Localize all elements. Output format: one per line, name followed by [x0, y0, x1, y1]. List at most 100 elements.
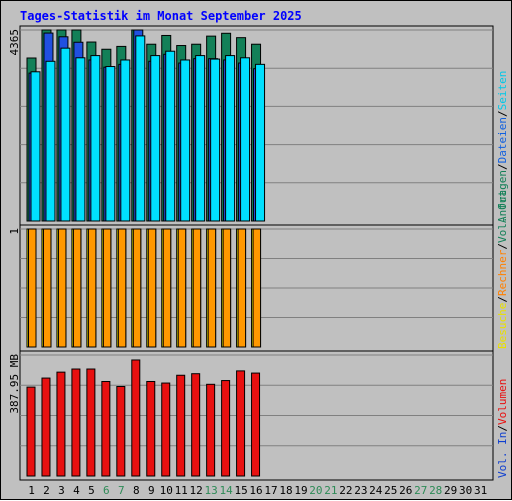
- x-tick-label: 10: [160, 484, 173, 497]
- panel-traffic: 4365: [8, 25, 494, 226]
- chart-panels: 4365 1 387.95 MB: [8, 25, 494, 481]
- bar-rechner-day-11: [177, 228, 187, 348]
- bar-rechner-day-10: [162, 228, 172, 348]
- legend-entry: Vol. Out: [496, 190, 509, 243]
- y-max-label: 1: [8, 228, 21, 235]
- bar-volumen-day-9: [146, 380, 156, 477]
- x-tick-label: 6: [103, 484, 110, 497]
- bar-volumen-day-13: [206, 383, 216, 477]
- bar-dateien-day-11: [180, 59, 191, 222]
- bar-rechner-day-16: [252, 228, 262, 348]
- bar-volumen-day-1: [26, 386, 36, 477]
- bar-rechner-day-9: [147, 228, 157, 348]
- x-tick-label: 15: [234, 484, 247, 497]
- bar-volumen-day-12: [191, 373, 201, 477]
- bar-rechner-day-8: [132, 228, 142, 348]
- legend-bottom: Vol. In/Volumen: [496, 379, 509, 478]
- bar-rechner-day-12: [192, 228, 202, 348]
- legend-entry: Dateien: [496, 117, 509, 163]
- legend-middle: Besuche/Rechner/Vol. Out: [496, 190, 509, 349]
- x-tick-label: 29: [444, 484, 457, 497]
- legend-entry: /: [496, 296, 509, 303]
- bar-volumen-day-14: [221, 380, 231, 477]
- x-tick-label: 21: [324, 484, 337, 497]
- legend-entry: Seiten: [496, 71, 509, 111]
- bar-dateien-day-2: [45, 60, 56, 222]
- legend-entry: Besuche: [496, 303, 509, 349]
- bar-rechner-day-1: [28, 228, 37, 348]
- x-tick-label: 17: [264, 484, 277, 497]
- bar-volumen-day-7: [116, 385, 126, 477]
- bar-volumen-day-8: [131, 359, 141, 477]
- bar-volumen-day-11: [176, 374, 186, 477]
- bar-dateien-day-8: [135, 35, 146, 222]
- legend-entry: /: [496, 425, 509, 432]
- x-tick-label: 27: [414, 484, 427, 497]
- legend-entry: /: [496, 243, 509, 250]
- bar-rechner-day-6: [102, 228, 112, 348]
- bar-dateien-day-6: [105, 66, 116, 222]
- bar-volumen-day-4: [71, 368, 81, 477]
- legend-entry: Anfragen: [496, 170, 509, 223]
- x-tick-label: 23: [354, 484, 367, 497]
- bar-rechner-day-7: [117, 228, 127, 348]
- x-tick-label: 3: [58, 484, 65, 497]
- bar-rechner-day-4: [72, 228, 82, 348]
- legend-entry: /: [496, 163, 509, 170]
- x-tick-label: 28: [429, 484, 442, 497]
- x-tick-label: 16: [249, 484, 262, 497]
- x-tick-label: 19: [294, 484, 307, 497]
- x-axis-labels: 1 2 3 4 5 6 7 8 9 10 11 12 13 14 15 16 17 18 19 20 21 22 23 24 2…: [28, 484, 487, 497]
- bar-dateien-day-7: [120, 59, 131, 222]
- bar-dateien-day-14: [225, 55, 236, 222]
- x-tick-label: 5: [88, 484, 95, 497]
- bar-rechner-day-5: [87, 228, 97, 348]
- y-max-label: 387.95 MB: [8, 354, 21, 414]
- bar-dateien-day-16: [255, 63, 266, 222]
- y-max-label: 4365: [8, 29, 21, 56]
- legend-labels: Anfragen/Dateien/SeitenBesuche/Rechner/V…: [496, 71, 509, 478]
- x-tick-label: 1: [28, 484, 35, 497]
- bar-volumen-day-6: [101, 380, 111, 477]
- x-tick-label: 8: [133, 484, 140, 497]
- x-tick-label: 12: [190, 484, 203, 497]
- x-tick-label: 11: [175, 484, 188, 497]
- bar-dateien-day-4: [75, 57, 86, 222]
- bar-volumen-day-5: [86, 368, 96, 477]
- x-tick-label: 22: [339, 484, 352, 497]
- bar-dateien-day-5: [90, 55, 101, 222]
- bar-volumen-day-16: [251, 372, 261, 477]
- bar-volumen-day-2: [41, 377, 51, 477]
- x-tick-label: 25: [384, 484, 397, 497]
- bar-rechner-day-13: [207, 228, 217, 348]
- bar-dateien-day-10: [165, 50, 176, 222]
- legend-top: Anfragen/Dateien/Seiten: [496, 71, 509, 223]
- x-tick-label: 4: [73, 484, 80, 497]
- x-tick-label: 26: [399, 484, 412, 497]
- bar-dateien-day-1: [30, 71, 41, 222]
- bar-rechner-day-15: [237, 228, 247, 348]
- bar-rechner-day-3: [57, 228, 67, 348]
- legend-entry: Rechner: [496, 249, 509, 296]
- panel-volume: 387.95 MB: [8, 350, 494, 481]
- x-tick-label: 18: [279, 484, 292, 497]
- legend-entry: /: [496, 110, 509, 117]
- bar-volumen-day-15: [236, 370, 246, 477]
- x-tick-label: 20: [309, 484, 322, 497]
- x-tick-label: 14: [219, 484, 233, 497]
- legend-entry: Volumen: [496, 379, 509, 425]
- x-tick-label: 7: [118, 484, 125, 497]
- bar-dateien-day-13: [210, 58, 221, 222]
- chart-title: Tages-Statistik im Monat September 2025: [20, 9, 302, 23]
- bar-dateien-day-12: [195, 55, 206, 222]
- legend-entry: Vol. In: [496, 432, 509, 478]
- x-tick-label: 9: [148, 484, 155, 497]
- bar-volumen-day-10: [161, 382, 171, 477]
- bar-dateien-day-9: [150, 55, 161, 222]
- panel-visits: 1: [8, 224, 494, 352]
- bar-volumen-day-3: [56, 371, 66, 477]
- bar-rechner-day-2: [42, 228, 52, 348]
- bar-rechner-day-14: [222, 228, 232, 348]
